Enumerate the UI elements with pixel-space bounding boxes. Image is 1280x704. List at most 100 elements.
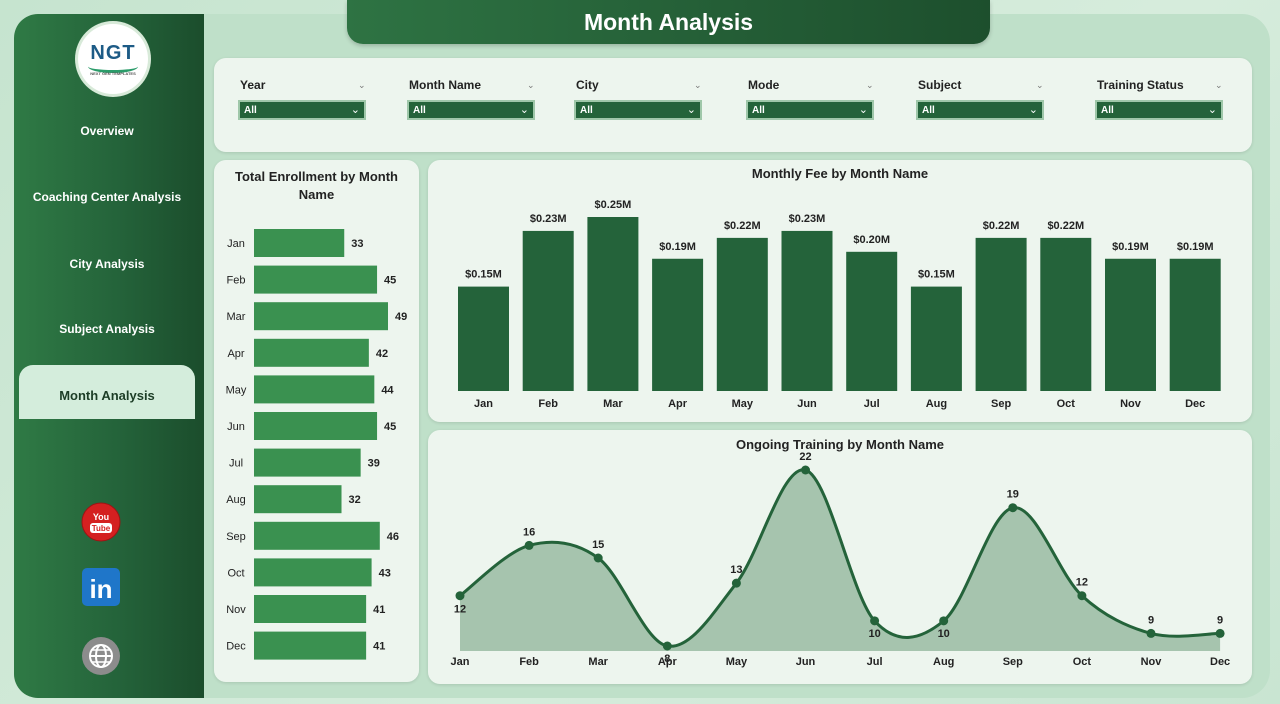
subject-dropdown[interactable]: All ⌄ <box>916 100 1044 120</box>
month-name-dropdown[interactable]: All ⌄ <box>407 100 535 120</box>
fee-bar <box>1105 258 1156 391</box>
chevron-down-icon[interactable]: ⌄ <box>1036 80 1044 90</box>
category-label: Jun <box>796 656 816 668</box>
training-point <box>731 578 741 588</box>
category-label: Oct <box>1073 656 1092 668</box>
data-label: 12 <box>1076 577 1088 589</box>
category-label: Nov <box>1141 656 1163 668</box>
data-label: 41 <box>373 641 385 653</box>
fee-bar <box>975 237 1027 391</box>
chevron-down-icon: ⌄ <box>519 104 529 116</box>
filter-label: Year <box>240 78 266 92</box>
category-label: Mar <box>588 656 608 668</box>
linkedin-icon[interactable]: in <box>81 567 121 607</box>
training-chart-title: Ongoing Training by Month Name <box>736 437 944 452</box>
category-label: Aug <box>933 656 954 668</box>
training-point <box>455 591 465 601</box>
enrollment-bar <box>254 338 369 367</box>
data-label: 44 <box>381 384 394 396</box>
logo-text: NGT <box>90 42 136 64</box>
nav-item-city-analysis[interactable]: City Analysis <box>69 257 145 271</box>
training-point <box>1008 503 1018 513</box>
data-label: 9 <box>1217 614 1223 626</box>
enrollment-bar <box>254 302 388 331</box>
nav-item-coaching-center-analysis[interactable]: Coaching Center Analysis <box>32 190 182 204</box>
enrollment-bar <box>254 375 375 404</box>
filter-value: All <box>244 105 257 116</box>
category-label: Jul <box>864 398 880 410</box>
category-label: Feb <box>519 656 539 668</box>
category-label: Feb <box>227 275 246 287</box>
category-label: Jun <box>227 421 245 433</box>
training-area <box>460 469 1221 651</box>
training-point <box>1215 628 1225 638</box>
nav-item-overview[interactable]: Overview <box>80 124 134 138</box>
enrollment-bar <box>254 558 372 587</box>
data-label: 33 <box>351 238 363 250</box>
youtube-icon[interactable]: You Tube <box>81 502 121 542</box>
data-label: 43 <box>379 567 391 579</box>
page-title: Month Analysis <box>583 9 754 35</box>
chevron-down-icon[interactable]: ⌄ <box>358 80 366 90</box>
filter-panel <box>214 58 1252 152</box>
data-label: 12 <box>454 604 466 616</box>
data-label: $0.22M <box>1047 220 1084 232</box>
chevron-down-icon[interactable]: ⌄ <box>1215 80 1223 90</box>
category-label: Apr <box>658 656 678 668</box>
chevron-down-icon: ⌄ <box>1207 104 1217 116</box>
title-bar: Month Analysis <box>347 0 990 44</box>
data-label: $0.23M <box>789 213 826 225</box>
training-point <box>801 465 810 475</box>
fee-chart: $0.15M Jan $0.23M Feb $0.25M Mar $0.19M Apr $0.2… <box>458 199 1221 410</box>
enrollment-bar <box>254 412 378 440</box>
data-label: $0.20M <box>853 234 890 246</box>
fee-bar <box>1169 258 1221 391</box>
enrollment-bar <box>254 631 367 660</box>
nav-item-month-analysis[interactable]: Month Analysis <box>19 365 195 419</box>
training-point <box>1077 591 1087 601</box>
enrollment-chart-title: Total Enrollment by Month Name <box>235 169 398 202</box>
training-status-dropdown[interactable]: All ⌄ <box>1095 100 1223 120</box>
enrollment-bar <box>254 265 378 294</box>
training-point <box>870 616 880 626</box>
fee-bar <box>846 251 898 391</box>
year-dropdown[interactable]: All ⌄ <box>238 100 366 120</box>
category-label: Aug <box>226 494 246 506</box>
category-label: Oct <box>1057 398 1076 410</box>
filter-value: All <box>1101 105 1114 116</box>
data-label: 10 <box>868 628 880 640</box>
ngt-logo[interactable]: NGT NEXT GEN TEMPLATES <box>78 24 148 94</box>
fee-bar <box>910 286 962 391</box>
enrollment-bar <box>254 521 380 550</box>
category-label: Dec <box>1185 398 1205 410</box>
fee-bar <box>781 230 833 391</box>
data-label: $0.15M <box>465 269 502 281</box>
svg-text:in: in <box>89 574 112 604</box>
data-label: $0.23M <box>530 213 567 225</box>
chevron-down-icon[interactable]: ⌄ <box>527 80 535 90</box>
data-label: 16 <box>523 526 535 538</box>
data-label: 19 <box>1007 489 1019 501</box>
city-dropdown[interactable]: All ⌄ <box>574 100 702 120</box>
globe-icon[interactable] <box>81 636 121 676</box>
filter-label: Mode <box>748 78 780 92</box>
chevron-down-icon: ⌄ <box>1028 104 1038 116</box>
svg-text:You: You <box>93 512 109 522</box>
chevron-down-icon[interactable]: ⌄ <box>694 80 702 90</box>
enrollment-chart-card: Total Enrollment by Month Name Jan 33 Feb 4… <box>214 160 419 682</box>
category-label: Dec <box>1210 656 1230 668</box>
filter-label: Subject <box>918 78 962 92</box>
fee-bar <box>587 217 639 391</box>
mode-dropdown[interactable]: All ⌄ <box>746 100 874 120</box>
category-label: Nov <box>226 604 246 616</box>
data-label: 13 <box>730 564 742 576</box>
chevron-down-icon[interactable]: ⌄ <box>866 80 874 90</box>
filter-value: All <box>580 105 593 116</box>
training-point <box>939 616 949 626</box>
data-label: 45 <box>384 275 396 287</box>
nav-item-subject-analysis[interactable]: Subject Analysis <box>59 322 155 336</box>
data-label: 9 <box>1148 614 1154 626</box>
fee-bar <box>716 237 768 391</box>
filter-label: Training Status <box>1097 78 1184 92</box>
fee-chart-title: Monthly Fee by Month Name <box>751 166 929 181</box>
